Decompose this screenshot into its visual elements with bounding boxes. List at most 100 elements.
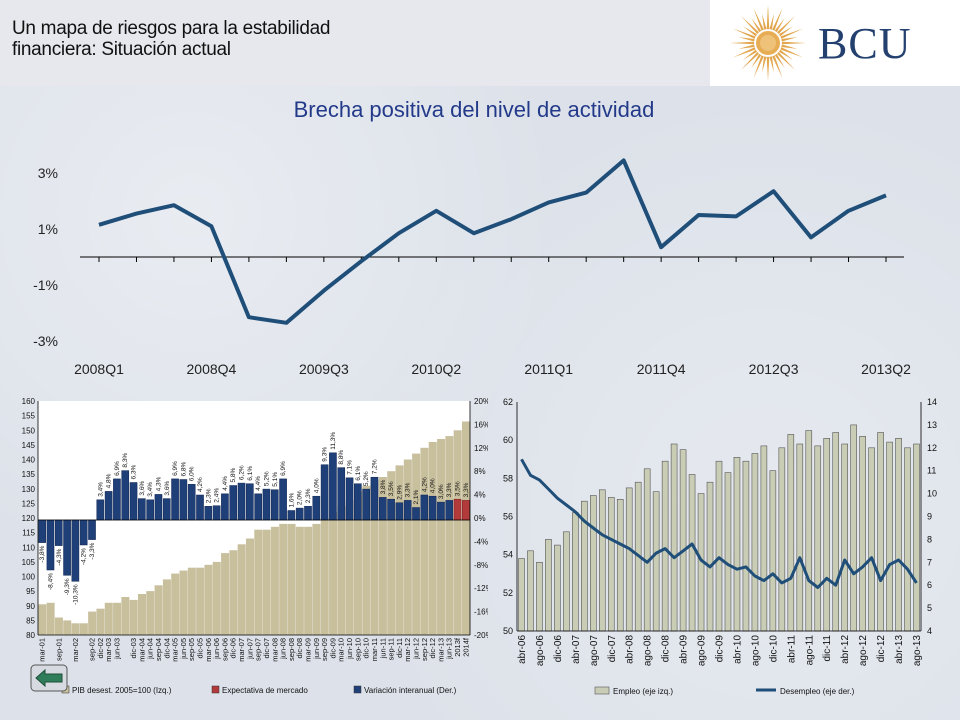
x-tick-label: mar-01	[38, 638, 47, 662]
employment-bar	[590, 495, 597, 632]
data-label: 4,0%	[313, 478, 320, 493]
yoy-bar	[221, 493, 229, 521]
employment-bar	[886, 441, 893, 632]
x-tick-label: mar-09	[304, 638, 313, 662]
gdp-bar	[345, 500, 354, 635]
yoy-bar	[138, 498, 146, 521]
gdp-bar	[412, 453, 421, 635]
legend-swatch	[211, 685, 220, 694]
data-label: 3,3%	[405, 482, 412, 497]
yoy-bar	[412, 507, 420, 521]
yoy-bar	[171, 478, 179, 521]
y-left-tick-label: 115	[22, 529, 35, 538]
data-label: 7,1%	[347, 460, 354, 475]
y-right-tick-label: 10	[927, 489, 937, 499]
gdp-bar	[113, 602, 122, 635]
x-tick-label: dic-09	[328, 638, 337, 658]
yoy-bar	[54, 519, 63, 546]
data-label: 5,2%	[363, 471, 370, 486]
yoy-bar	[162, 498, 171, 521]
x-tick-label: mar-06	[204, 638, 213, 662]
gdp-bar	[46, 602, 55, 635]
data-label: 5,8%	[230, 467, 237, 482]
sun-ray	[743, 49, 758, 60]
data-label: 11,3%	[330, 432, 337, 450]
gdp-bar	[295, 526, 304, 635]
legend: Empleo (eje izq.) Desempleo (eje der.)	[594, 686, 855, 696]
y-right-tick-label: 13	[927, 420, 937, 430]
slide-title-line1: Un mapa de riesgos para la estabilidad	[12, 18, 331, 39]
yoy-bar	[304, 506, 312, 521]
back-button[interactable]	[30, 664, 68, 692]
sun-ray	[762, 13, 767, 30]
x-tick-label: ago-08	[643, 635, 654, 667]
employment-bar	[616, 498, 624, 632]
employment-bar	[805, 430, 813, 632]
yoy-bar	[212, 505, 221, 521]
back-arrow-icon	[35, 668, 63, 688]
gdp-bar	[395, 465, 404, 635]
x-tick-label: dic-03	[129, 638, 138, 658]
employment-bar	[796, 443, 804, 632]
x-tick-label: ago-10	[750, 635, 761, 667]
data-label: 6,9%	[114, 461, 121, 476]
y-left-tick-label: 145	[22, 441, 36, 450]
gdp-bar	[38, 604, 47, 635]
y-right-tick-label: -8%	[474, 561, 488, 570]
x-tick-label: dic-05	[196, 638, 205, 658]
y-right-tick-label: -16%	[474, 608, 488, 617]
x-tick-label: mar-08	[270, 638, 279, 662]
gdp-bar	[245, 538, 254, 635]
x-tick-label: sep-06	[220, 638, 229, 661]
yoy-bar	[38, 519, 46, 543]
x-tick-label: dic-11	[822, 635, 833, 662]
employment-bar	[850, 424, 857, 632]
sun-ray	[753, 55, 764, 79]
x-tick-label: ago-07	[589, 635, 600, 667]
yoy-bar	[295, 507, 304, 521]
legend: PIB desest. 2005=100 (Izq.) Expectativa d…	[61, 685, 457, 695]
employment-bar	[841, 443, 848, 632]
employment-bar	[554, 544, 561, 632]
x-tick-label: mar-07	[237, 638, 246, 662]
y-right-tick-label: 9	[927, 512, 932, 522]
data-label: 6,3%	[131, 464, 138, 479]
data-label: 3,3%	[463, 482, 470, 497]
y-axis-ticks: 3% 1% -1% -3%	[33, 165, 58, 349]
y-tick-label: -3%	[33, 333, 58, 349]
data-label: -4,2%	[81, 548, 88, 565]
employment-bar	[679, 449, 687, 632]
data-label: -9,3%	[64, 578, 71, 595]
data-label: 2,1%	[413, 489, 420, 504]
yoy-bar	[229, 485, 238, 521]
y-right-tick-label: 11	[927, 466, 936, 476]
sun-ray	[778, 49, 793, 60]
sun-ray	[769, 56, 774, 73]
y-left-tick-label: 110	[22, 543, 35, 552]
yoy-bar	[71, 519, 80, 582]
y-right-tick-label: 4%	[474, 491, 486, 500]
x-tick-label: abr-13	[894, 635, 905, 664]
y-right-tick-label: -12%	[474, 584, 488, 593]
y-left-tick-label: 130	[22, 485, 36, 494]
y-right-tick-label: 5	[927, 603, 932, 613]
employment-bar	[823, 437, 831, 632]
y-left-tick-label: 60	[503, 435, 513, 445]
expectation-bar	[462, 500, 470, 521]
gdp-bar	[287, 523, 296, 635]
y-tick-label: -1%	[33, 277, 58, 293]
employment-bars	[518, 424, 920, 632]
y-right-tick-label: 12%	[474, 444, 488, 453]
employment-bar	[652, 491, 660, 632]
legend-label: Empleo (eje izq.)	[613, 687, 673, 696]
x-tick-label: dic-08	[295, 638, 304, 658]
data-label: 8,3%	[122, 453, 129, 468]
yoy-bar	[270, 489, 279, 521]
yoy-bar	[437, 501, 445, 521]
employment-bar	[895, 437, 902, 632]
sun-ray	[738, 37, 755, 42]
data-label: 1,6%	[288, 492, 295, 507]
employment-bar	[607, 497, 615, 632]
y-left-tick-label: 54	[503, 550, 513, 560]
